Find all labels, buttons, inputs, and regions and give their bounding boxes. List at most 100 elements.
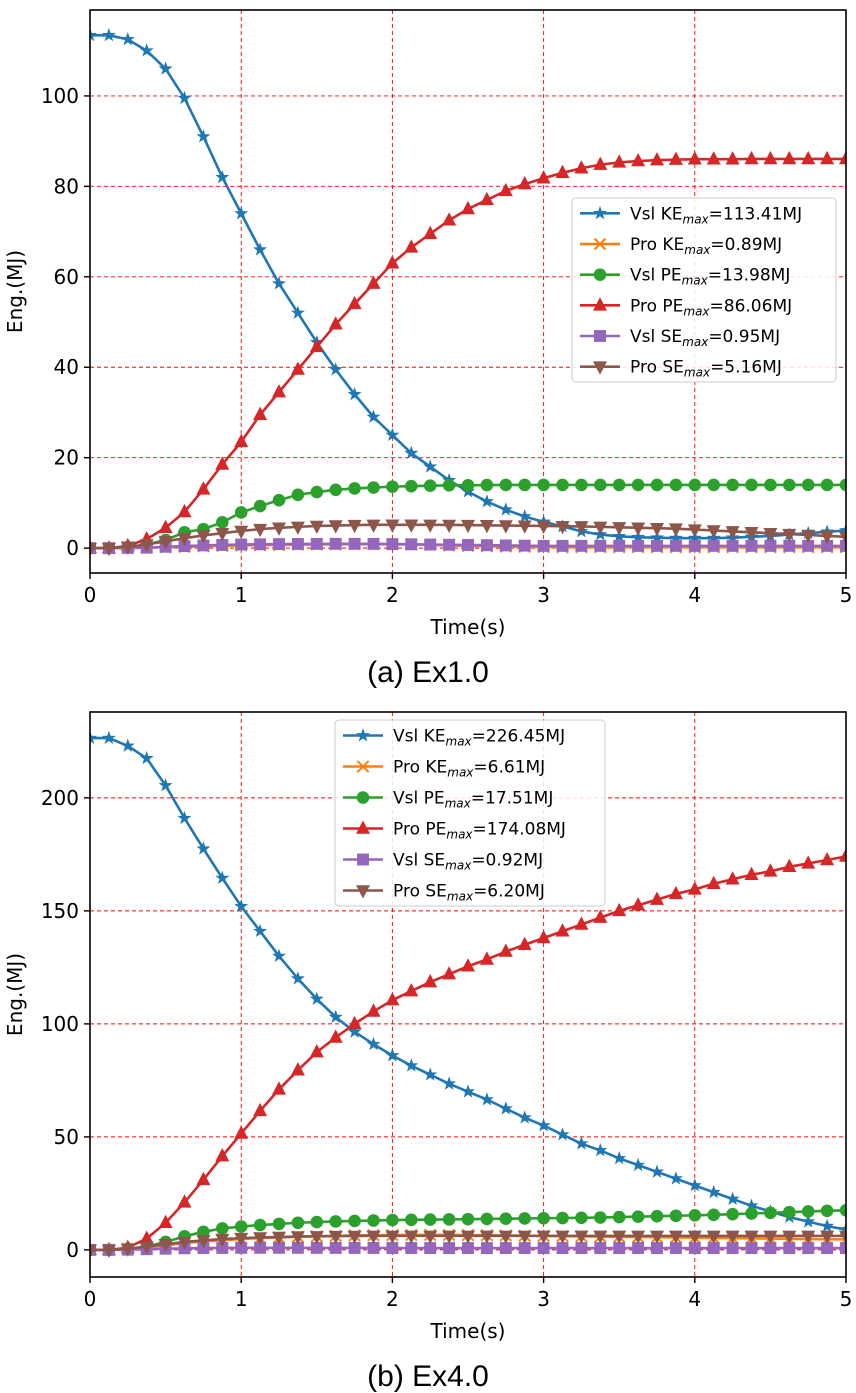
data-point-vsl-se <box>424 538 437 551</box>
data-point-vsl-pe <box>707 478 720 492</box>
data-point-pro-pe <box>782 150 797 165</box>
data-point-vsl-se <box>707 1242 720 1255</box>
data-point-pro-pe <box>517 176 532 190</box>
data-point-pro-se <box>158 1238 173 1253</box>
data-point-pro-se <box>631 1230 646 1244</box>
data-point-vsl-ke <box>404 1058 419 1072</box>
data-point-vsl-pe <box>442 1213 456 1226</box>
legend-label: Vsl PEmax=17.51MJ <box>393 789 553 811</box>
data-point-vsl-ke <box>328 1009 343 1024</box>
data-point-pro-pe <box>158 519 173 534</box>
data-point-vsl-pe <box>253 499 267 513</box>
data-point-vsl-pe <box>367 1214 380 1227</box>
data-point-vsl-se <box>462 1242 474 1255</box>
data-point-vsl-ke <box>158 61 173 75</box>
legend-series-name: Pro PE <box>393 820 446 840</box>
data-point-vsl-pe <box>272 493 286 507</box>
legend-marker-pro-se <box>593 361 607 375</box>
legend-subscript: max <box>682 274 709 288</box>
data-point-pro-pe <box>461 958 475 972</box>
data-point-pro-se <box>782 1230 797 1244</box>
data-point-vsl-ke <box>290 305 305 319</box>
data-point-pro-se <box>272 522 286 536</box>
legend-subscript: max <box>446 828 473 842</box>
data-point-pro-se <box>479 1230 494 1244</box>
legend-series-name: Vsl KE <box>393 727 446 747</box>
data-point-vsl-pe <box>348 1214 361 1228</box>
data-point-vsl-se <box>518 1242 531 1255</box>
data-point-vsl-se <box>783 539 796 552</box>
legend-subscript: max <box>445 859 472 873</box>
data-point-pro-se <box>668 523 683 537</box>
data-point-pro-pe <box>479 951 494 965</box>
data-point-vsl-ke <box>517 509 532 523</box>
data-point-vsl-se <box>235 538 248 551</box>
axes-frame-b <box>89 711 847 1278</box>
data-point-pro-se <box>234 525 249 539</box>
data-point-pro-se <box>101 1244 116 1258</box>
legend-label: Vsl SEmax=0.92MJ <box>393 851 543 873</box>
data-point-vsl-pe <box>764 478 777 492</box>
data-point-pro-se <box>479 520 494 534</box>
data-point-pro-se <box>423 519 438 533</box>
y-tick-label: 60 <box>54 265 79 289</box>
data-point-vsl-pe <box>650 478 664 492</box>
x-tick-label: 3 <box>537 583 550 607</box>
data-point-vsl-ke <box>347 387 362 401</box>
data-point-vsl-ke <box>347 1024 362 1038</box>
y-tick-label: 80 <box>54 174 79 198</box>
data-point-vsl-ke <box>101 730 116 745</box>
data-point-vsl-ke <box>385 1048 400 1062</box>
series-line-pro-pe <box>90 855 846 1252</box>
legend-item-vsl-ke: Vsl KEmax=113.41MJ <box>580 204 802 226</box>
data-point-vsl-pe <box>820 478 834 492</box>
data-point-vsl-ke <box>177 810 192 825</box>
legend-item-vsl-ke: Vsl KEmax=226.45MJ <box>343 727 565 749</box>
data-point-pro-se <box>801 1230 816 1244</box>
data-point-vsl-ke <box>479 1092 494 1106</box>
data-point-pro-se <box>215 1233 230 1248</box>
data-point-vsl-pe <box>461 1212 475 1226</box>
data-point-pro-se <box>234 1232 249 1247</box>
data-point-pro-pe <box>366 1003 381 1017</box>
data-point-vsl-ke <box>253 242 268 256</box>
data-point-vsl-ke <box>442 1076 457 1090</box>
data-point-vsl-se <box>651 1242 663 1255</box>
data-point-vsl-ke <box>196 841 211 855</box>
data-point-vsl-pe <box>329 1215 343 1228</box>
data-point-vsl-pe <box>329 483 343 497</box>
data-point-pro-se <box>574 1230 589 1244</box>
data-point-vsl-ke <box>120 738 135 752</box>
data-point-pro-pe <box>687 151 702 165</box>
y-axis-title-a: Eng.(MJ) <box>3 250 27 333</box>
data-point-vsl-pe <box>745 478 758 492</box>
data-point-pro-se <box>253 1232 268 1246</box>
data-point-vsl-se <box>802 1242 815 1255</box>
data-point-vsl-pe <box>405 479 418 493</box>
data-point-vsl-se <box>669 539 682 552</box>
data-point-pro-pe <box>650 152 664 166</box>
data-point-pro-pe <box>763 863 778 877</box>
data-point-vsl-pe <box>575 1211 588 1225</box>
data-point-pro-se <box>650 1230 664 1244</box>
legend-subscript: max <box>447 890 474 904</box>
data-point-pro-se <box>687 1230 702 1244</box>
legend-item-pro-pe: Pro PEmax=86.06MJ <box>580 296 792 318</box>
data-point-vsl-pe <box>745 1207 758 1220</box>
caption-b: (b) Ex4.0 <box>367 1360 489 1393</box>
data-point-pro-pe <box>253 406 268 420</box>
data-point-vsl-pe <box>820 1204 834 1218</box>
data-point-pro-pe <box>385 255 400 269</box>
series-pro-pe <box>90 150 846 554</box>
data-point-vsl-ke <box>366 1036 381 1051</box>
data-point-pro-pe <box>442 212 457 226</box>
data-point-vsl-se <box>216 1242 229 1254</box>
legend-label: Vsl KEmax=113.41MJ <box>630 204 802 226</box>
legend-series-name: Pro KE <box>630 235 684 255</box>
data-point-pro-se <box>631 522 646 536</box>
data-point-vsl-ke <box>139 750 154 765</box>
data-point-pro-se <box>801 529 816 544</box>
data-point-pro-se <box>196 530 211 544</box>
